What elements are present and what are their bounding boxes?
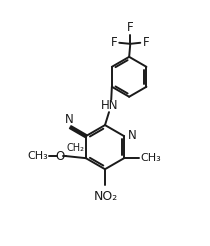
Text: O: O (55, 150, 64, 163)
Text: CH₃: CH₃ (140, 153, 161, 163)
Text: CH₂: CH₂ (67, 143, 85, 153)
Text: NO₂: NO₂ (93, 190, 118, 203)
Text: F: F (127, 21, 134, 34)
Text: N: N (127, 129, 136, 142)
Text: HN: HN (101, 99, 119, 112)
Text: F: F (110, 36, 117, 49)
Text: CH₃: CH₃ (27, 151, 48, 161)
Text: F: F (142, 36, 149, 49)
Text: N: N (64, 113, 73, 126)
